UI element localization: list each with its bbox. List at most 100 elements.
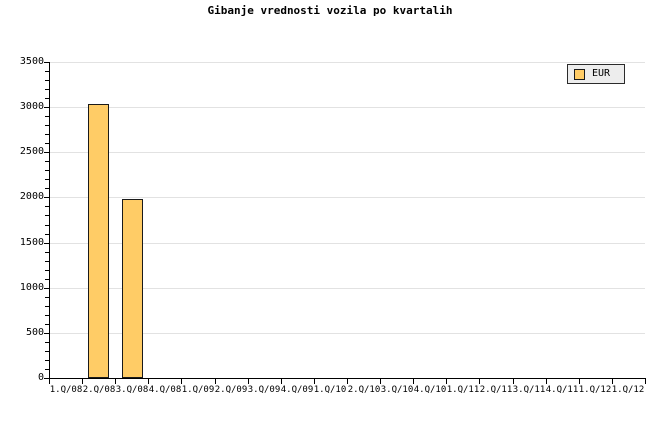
y-tick-minor	[45, 134, 49, 135]
y-tick-major	[44, 197, 49, 198]
x-axis-tick-label: 1.Q/12	[611, 385, 645, 395]
y-tick-minor	[45, 252, 49, 253]
y-axis-tick-label: 3000	[19, 101, 44, 112]
y-tick-minor	[45, 80, 49, 81]
y-tick-minor	[45, 297, 49, 298]
y-tick-minor	[45, 342, 49, 343]
y-tick-major	[44, 107, 49, 108]
x-tick	[446, 379, 447, 384]
y-tick-minor	[45, 369, 49, 370]
y-tick-minor	[45, 306, 49, 307]
x-tick	[479, 379, 480, 384]
x-tick	[181, 379, 182, 384]
legend-label-eur: EUR	[592, 68, 611, 79]
x-tick	[248, 379, 249, 384]
y-tick-minor	[45, 116, 49, 117]
gridline	[49, 288, 645, 289]
y-tick-minor	[45, 351, 49, 352]
x-axis-tick-label: 4.Q/11	[545, 385, 579, 395]
bar[interactable]	[122, 199, 143, 378]
x-tick	[546, 379, 547, 384]
x-tick	[215, 379, 216, 384]
y-tick-major	[44, 152, 49, 153]
x-axis-line	[49, 378, 646, 379]
y-tick-major	[44, 243, 49, 244]
x-axis-tick-label: 3.Q/11	[512, 385, 546, 395]
x-axis-tick-label: 1.Q/09	[181, 385, 215, 395]
y-axis-tick-label: 2500	[19, 146, 44, 157]
y-axis-tick-label: 1500	[19, 237, 44, 248]
x-tick	[148, 379, 149, 384]
x-tick	[513, 379, 514, 384]
x-axis-tick-label: 1.Q/11	[446, 385, 480, 395]
x-axis-tick-label: 3.Q/10	[380, 385, 414, 395]
x-tick	[281, 379, 282, 384]
y-tick-minor	[45, 270, 49, 271]
legend-swatch-eur	[574, 68, 585, 80]
y-axis-tick-label: 500	[25, 327, 44, 338]
gridline	[49, 243, 645, 244]
y-tick-minor	[45, 179, 49, 180]
y-tick-minor	[45, 188, 49, 189]
x-axis-tick-label: 2.Q/10	[347, 385, 381, 395]
gridline	[49, 197, 645, 198]
y-tick-major	[44, 333, 49, 334]
x-tick	[579, 379, 580, 384]
y-tick-minor	[45, 206, 49, 207]
x-tick	[612, 379, 613, 384]
y-tick-major	[44, 378, 49, 379]
x-axis-tick-label: 4.Q/10	[413, 385, 447, 395]
x-axis-tick-label: 1.Q/10	[313, 385, 347, 395]
gridline	[49, 107, 645, 108]
y-tick-minor	[45, 315, 49, 316]
x-tick	[82, 379, 83, 384]
y-axis-tick-label: 3500	[19, 56, 44, 67]
x-tick	[380, 379, 381, 384]
y-tick-minor	[45, 261, 49, 262]
plot-area	[49, 62, 645, 378]
y-axis-tick-label: 2000	[19, 191, 44, 202]
y-tick-minor	[45, 98, 49, 99]
x-axis-tick-label: 1.Q/12	[578, 385, 612, 395]
y-tick-minor	[45, 279, 49, 280]
x-axis-tick-label: 2.Q/11	[479, 385, 513, 395]
y-tick-minor	[45, 125, 49, 126]
plot-background	[49, 62, 645, 378]
y-tick-minor	[45, 360, 49, 361]
y-axis-line	[49, 62, 50, 379]
gridline	[49, 333, 645, 334]
gridline	[49, 62, 645, 63]
y-tick-minor	[45, 234, 49, 235]
x-axis-tick-label: 2.Q/08	[82, 385, 116, 395]
y-axis-tick-label: 1000	[19, 282, 44, 293]
y-tick-minor	[45, 143, 49, 144]
x-tick	[314, 379, 315, 384]
x-axis-tick-label: 3.Q/09	[247, 385, 281, 395]
x-tick	[347, 379, 348, 384]
y-tick-minor	[45, 71, 49, 72]
x-axis-tick-label: 1.Q/08	[49, 385, 83, 395]
x-tick	[49, 379, 50, 384]
x-axis-tick-label: 4.Q/09	[280, 385, 314, 395]
y-tick-minor	[45, 161, 49, 162]
y-tick-minor	[45, 170, 49, 171]
y-tick-minor	[45, 324, 49, 325]
x-axis-tick-label: 2.Q/09	[214, 385, 248, 395]
x-tick	[413, 379, 414, 384]
legend[interactable]: EUR	[567, 64, 625, 84]
bar[interactable]	[88, 104, 109, 378]
y-tick-major	[44, 62, 49, 63]
x-axis-tick-label: 4.Q/08	[148, 385, 182, 395]
chart-title: Gibanje vrednosti vozila po kvartalih	[207, 4, 453, 17]
y-axis-tick-label: 0	[37, 372, 44, 383]
x-tick	[645, 379, 646, 384]
x-tick	[115, 379, 116, 384]
y-axis-labels: 0 500 1000 1500 2000 2500 3000 3500	[0, 0, 44, 440]
y-tick-major	[44, 288, 49, 289]
y-tick-minor	[45, 89, 49, 90]
gridline	[49, 152, 645, 153]
y-tick-minor	[45, 225, 49, 226]
x-axis-tick-label: 3.Q/08	[115, 385, 149, 395]
y-tick-minor	[45, 215, 49, 216]
